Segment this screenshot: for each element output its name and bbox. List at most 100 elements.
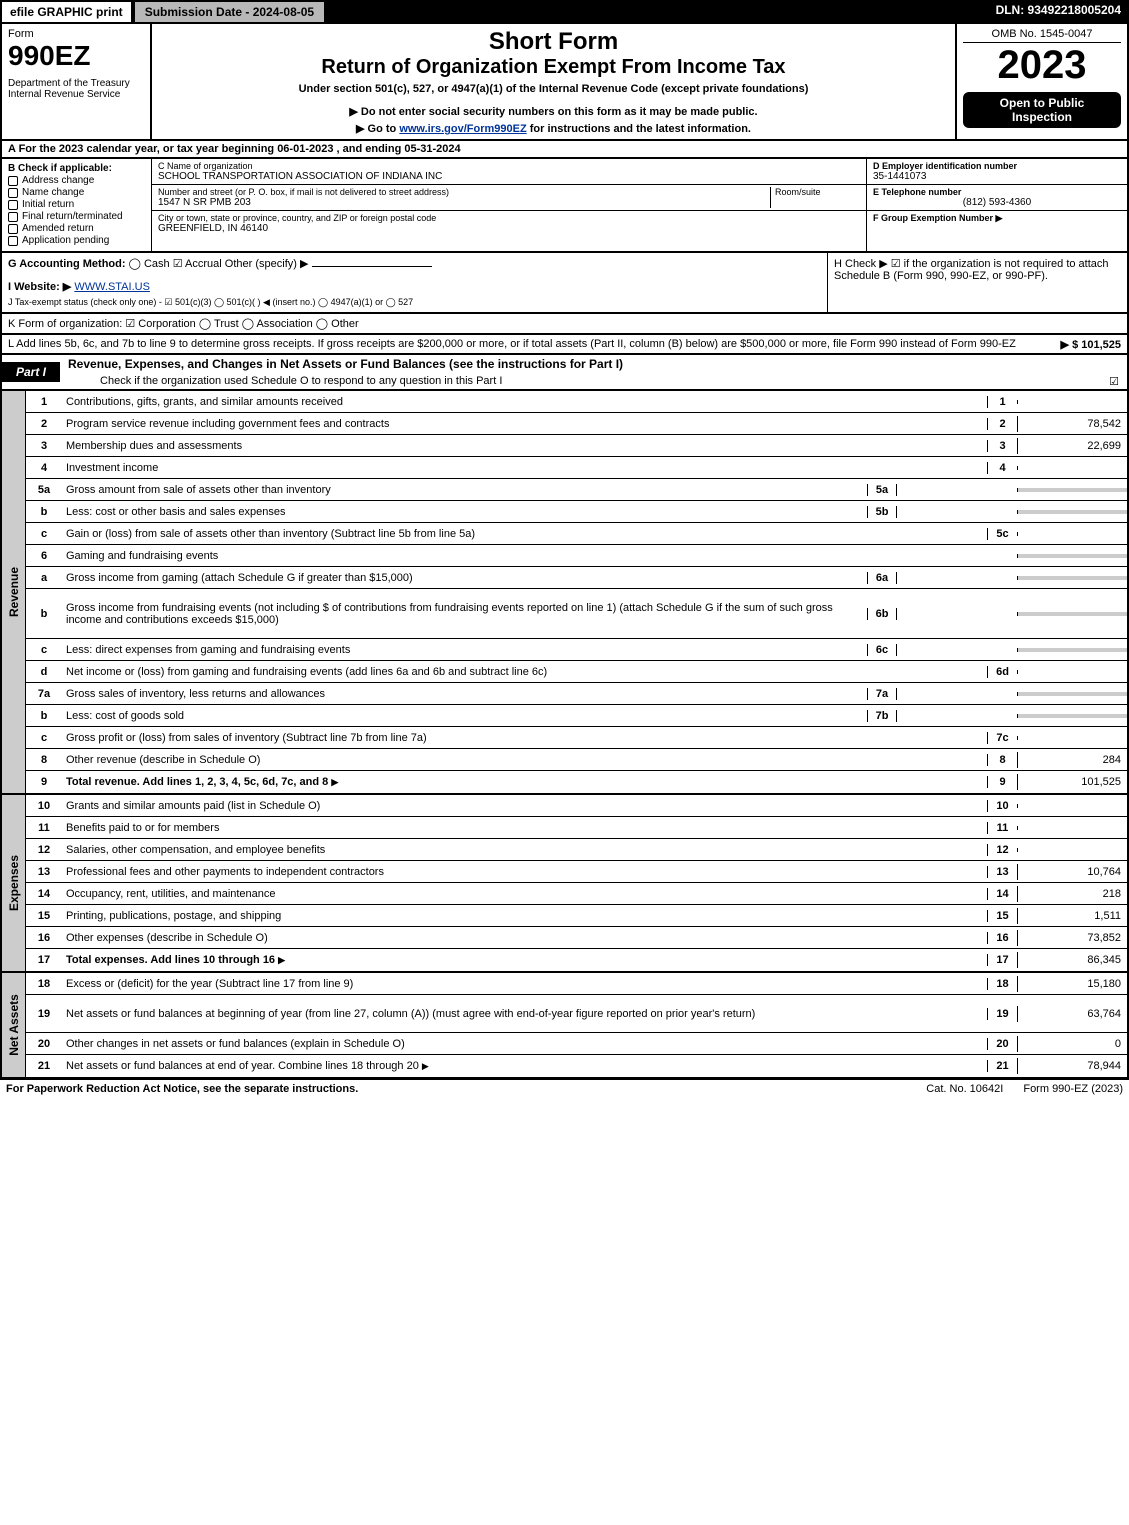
netassets-sidebar-label: Net Assets: [7, 994, 21, 1056]
line-6c: cLess: direct expenses from gaming and f…: [26, 639, 1127, 661]
part1-checked-icon[interactable]: ☑: [1109, 375, 1119, 388]
line-mnum: 6c: [867, 644, 897, 656]
website-link[interactable]: WWW.STAI.US: [74, 281, 150, 293]
chk-label: Application pending: [22, 235, 109, 246]
line-text: Membership dues and assessments: [62, 438, 987, 454]
line-text: Professional fees and other payments to …: [62, 864, 987, 880]
line-rnum: 20: [987, 1038, 1017, 1050]
section-g: G Accounting Method: ◯ Cash ☑ Accrual Ot…: [2, 253, 827, 312]
note-goto-post: for instructions and the latest informat…: [530, 123, 751, 135]
line-text: Net assets or fund balances at beginning…: [62, 1006, 987, 1022]
open-to-public-badge: Open to Public Inspection: [963, 92, 1121, 128]
g-accrual[interactable]: ☑ Accrual: [173, 258, 222, 270]
line-rval: [1017, 804, 1127, 808]
checkbox-icon: [8, 236, 18, 246]
line-num: 1: [26, 394, 62, 410]
expenses-block: Expenses 10Grants and similar amounts pa…: [0, 795, 1129, 973]
chk-amended-return[interactable]: Amended return: [8, 223, 145, 234]
line-rval: [1017, 466, 1127, 470]
tel-label: E Telephone number: [873, 187, 1121, 197]
section-b: B Check if applicable: Address change Na…: [2, 159, 152, 251]
line-6: 6Gaming and fundraising events: [26, 545, 1127, 567]
title-main: Return of Organization Exempt From Incom…: [158, 56, 949, 79]
line-text: Less: cost or other basis and sales expe…: [62, 504, 867, 520]
chk-name-change[interactable]: Name change: [8, 187, 145, 198]
line-17-text: Total expenses. Add lines 10 through 16: [66, 954, 275, 966]
chk-application-pending[interactable]: Application pending: [8, 235, 145, 246]
chk-initial-return[interactable]: Initial return: [8, 199, 145, 210]
chk-label: Amended return: [22, 223, 94, 234]
line-num: 16: [26, 930, 62, 946]
part1-check-row: Check if the organization used Schedule …: [60, 373, 1127, 389]
line-num: 12: [26, 842, 62, 858]
line-num: b: [26, 504, 62, 520]
line-rnum: 6d: [987, 666, 1017, 678]
line-text: Gross income from fundraising events (no…: [62, 600, 867, 628]
g-other[interactable]: Other (specify) ▶: [225, 258, 309, 270]
addr-label: Number and street (or P. O. box, if mail…: [158, 187, 770, 197]
line-mnum: 5b: [867, 506, 897, 518]
line-9: 9Total revenue. Add lines 1, 2, 3, 4, 5c…: [26, 771, 1127, 793]
line-rval-shade: [1017, 612, 1127, 616]
room-label: Room/suite: [775, 187, 860, 197]
revenue-sidebar-label: Revenue: [7, 567, 21, 617]
line-text: Occupancy, rent, utilities, and maintena…: [62, 886, 987, 902]
line-rval: 10,764: [1017, 864, 1127, 880]
chk-label: Address change: [22, 175, 94, 186]
line-mnum: 7b: [867, 710, 897, 722]
line-text: Other revenue (describe in Schedule O): [62, 752, 987, 768]
line-rnum: 18: [987, 978, 1017, 990]
line-text: Other changes in net assets or fund bala…: [62, 1036, 987, 1052]
addr-box: Number and street (or P. O. box, if mail…: [152, 185, 866, 211]
line-rval: 63,764: [1017, 1006, 1127, 1022]
chk-final-return[interactable]: Final return/terminated: [8, 211, 145, 222]
line-7b: bLess: cost of goods sold7b: [26, 705, 1127, 727]
part1-check-text: Check if the organization used Schedule …: [100, 375, 502, 387]
line-rval: 78,944: [1017, 1058, 1127, 1074]
line-rval: 101,525: [1017, 774, 1127, 790]
group-label: F Group Exemption Number ▶: [873, 213, 1121, 224]
line-text: Gross sales of inventory, less returns a…: [62, 686, 867, 702]
line-mnum: 6a: [867, 572, 897, 584]
line-21: 21Net assets or fund balances at end of …: [26, 1055, 1127, 1077]
ein-value: 35-1441073: [873, 171, 1121, 182]
part1-title: Revenue, Expenses, and Changes in Net As…: [60, 355, 1127, 373]
line-rval: [1017, 848, 1127, 852]
line-rval: 1,511: [1017, 908, 1127, 924]
section-a-tax-year: A For the 2023 calendar year, or tax yea…: [0, 141, 1129, 159]
line-9-text: Total revenue. Add lines 1, 2, 3, 4, 5c,…: [66, 776, 328, 788]
line-text: Gross income from gaming (attach Schedul…: [62, 570, 867, 586]
line-num: b: [26, 606, 62, 622]
section-c: C Name of organization SCHOOL TRANSPORTA…: [152, 159, 867, 251]
section-k: K Form of organization: ☑ Corporation ◯ …: [0, 314, 1129, 335]
netassets-block: Net Assets 18Excess or (deficit) for the…: [0, 973, 1129, 1079]
line-rnum: 8: [987, 754, 1017, 766]
line-rval: 284: [1017, 752, 1127, 768]
line-rval-shade: [1017, 510, 1127, 514]
chk-address-change[interactable]: Address change: [8, 175, 145, 186]
line-num: b: [26, 708, 62, 724]
expenses-sidebar: Expenses: [2, 795, 26, 971]
header-mid: Short Form Return of Organization Exempt…: [152, 24, 957, 139]
section-def: D Employer identification number 35-1441…: [867, 159, 1127, 251]
line-rval: 86,345: [1017, 952, 1127, 968]
line-text: Total expenses. Add lines 10 through 16: [62, 952, 987, 968]
line-rval-shade: [1017, 488, 1127, 492]
line-rval-shade: [1017, 576, 1127, 580]
irs-link[interactable]: www.irs.gov/Form990EZ: [399, 123, 526, 135]
line-text: Grants and similar amounts paid (list in…: [62, 798, 987, 814]
l-value: ▶ $ 101,525: [1061, 338, 1121, 351]
netassets-sidebar: Net Assets: [2, 973, 26, 1077]
line-rval: 0: [1017, 1036, 1127, 1052]
efile-print-label[interactable]: efile GRAPHIC print: [0, 0, 133, 24]
line-text: Total revenue. Add lines 1, 2, 3, 4, 5c,…: [62, 774, 987, 790]
line-18: 18Excess or (deficit) for the year (Subt…: [26, 973, 1127, 995]
line-num: 11: [26, 820, 62, 836]
omb-number: OMB No. 1545-0047: [963, 28, 1121, 43]
group-box: F Group Exemption Number ▶: [867, 211, 1127, 226]
chk-label: Name change: [22, 187, 84, 198]
g-cash[interactable]: ◯ Cash: [129, 258, 170, 270]
line-13: 13Professional fees and other payments t…: [26, 861, 1127, 883]
line-6a: aGross income from gaming (attach Schedu…: [26, 567, 1127, 589]
g-label: G Accounting Method:: [8, 258, 126, 270]
